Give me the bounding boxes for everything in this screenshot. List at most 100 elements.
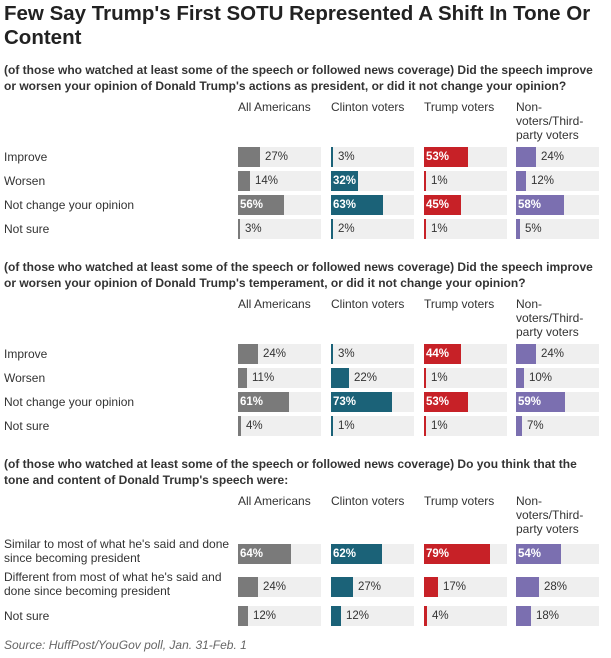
row-label: Not change your opinion [4,395,135,409]
bar-cell: 27% [331,577,414,597]
bar-cell: 27% [238,147,321,167]
bar-cell: 24% [238,577,321,597]
data-label: 12% [531,175,555,187]
bar [238,416,241,436]
column-header: All Americans [238,297,311,311]
bar [238,544,291,564]
data-label: 24% [263,348,287,360]
bar [424,544,490,564]
data-label: 1% [431,372,448,384]
row-label: Worsen [4,371,46,385]
bar-cell: 2% [331,219,414,239]
bar-cell: 3% [331,147,414,167]
bar-cell: 18% [516,606,599,626]
bar [424,171,426,191]
bar [238,219,240,239]
bar-cell: 44% [424,344,507,364]
row-label: Similar to most of what he's said and do… [4,537,230,565]
data-label: 27% [265,151,289,163]
bar-cell: 14% [238,171,321,191]
bar [331,219,333,239]
bar [424,219,426,239]
data-label: 14% [255,175,279,187]
bar [516,147,536,167]
data-label: 73% [333,396,357,408]
data-label: 22% [354,372,378,384]
bar-cell: 24% [238,344,321,364]
bar [424,392,468,412]
data-label: 28% [544,581,568,593]
bar-cell: 64% [238,544,321,564]
data-label: 64% [240,548,264,560]
question-text: (of those who watched at least some of t… [4,63,593,93]
bar-cell: 62% [331,544,414,564]
bar [424,416,426,436]
bar-cell: 32% [331,171,414,191]
bar [238,195,284,215]
data-label: 53% [426,396,450,408]
bar-cell: 59% [516,392,599,412]
column-header: Clinton voters [331,100,405,114]
data-label: 63% [333,199,357,211]
bar-cell: 12% [238,606,321,626]
bar [516,544,561,564]
row-label: Worsen [4,174,46,188]
data-label: 1% [431,175,448,187]
data-label: 44% [426,348,450,360]
bar-cell: 12% [331,606,414,626]
bar-cell: 1% [424,416,507,436]
bar-cell: 61% [238,392,321,412]
data-label: 7% [527,420,544,432]
bar [331,606,341,626]
data-label: 45% [426,199,450,211]
bar-cell: 53% [424,392,507,412]
bar-cell: 73% [331,392,414,412]
bar-cell: 4% [238,416,321,436]
bar [238,171,250,191]
column-header: Non-voters/Third-party voters [516,100,584,142]
bar [331,344,333,364]
data-label: 2% [338,223,355,235]
bar-cell: 12% [516,171,599,191]
data-label: 24% [263,581,287,593]
bar-cell: 28% [516,577,599,597]
bar [331,368,349,388]
bar [424,344,461,364]
bar-cell: 24% [516,147,599,167]
bar [331,577,353,597]
bar [238,392,289,412]
column-header: Trump voters [424,100,495,114]
row-label: Not sure [4,419,50,433]
data-label: 11% [252,372,275,384]
bar-cell: 58% [516,195,599,215]
data-label: 53% [426,151,450,163]
data-label: 27% [358,581,382,593]
bar [238,147,260,167]
column-header: Clinton voters [331,494,405,508]
data-label: 3% [338,151,355,163]
bar-cell: 1% [331,416,414,436]
bar-cell: 22% [331,368,414,388]
bar-cell: 45% [424,195,507,215]
bar-cell: 53% [424,147,507,167]
bar-cell: 54% [516,544,599,564]
data-label: 12% [346,610,370,622]
column-header: All Americans [238,494,311,508]
bar [238,344,258,364]
bar [331,416,333,436]
source-note: Source: HuffPost/YouGov poll, Jan. 31-Fe… [4,638,247,652]
data-label: 24% [541,151,565,163]
bar-cell: 24% [516,344,599,364]
bar [516,368,524,388]
column-header: Trump voters [424,494,495,508]
bar [331,147,333,167]
bar [238,577,258,597]
bar-cell: 5% [516,219,599,239]
chart-title: Few Say Trump's First SOTU Represented A… [4,2,591,49]
data-label: 1% [431,420,448,432]
bar [331,171,358,191]
data-label: 54% [518,548,542,560]
data-label: 62% [333,548,357,560]
data-label: 24% [541,348,565,360]
data-label: 3% [338,348,355,360]
